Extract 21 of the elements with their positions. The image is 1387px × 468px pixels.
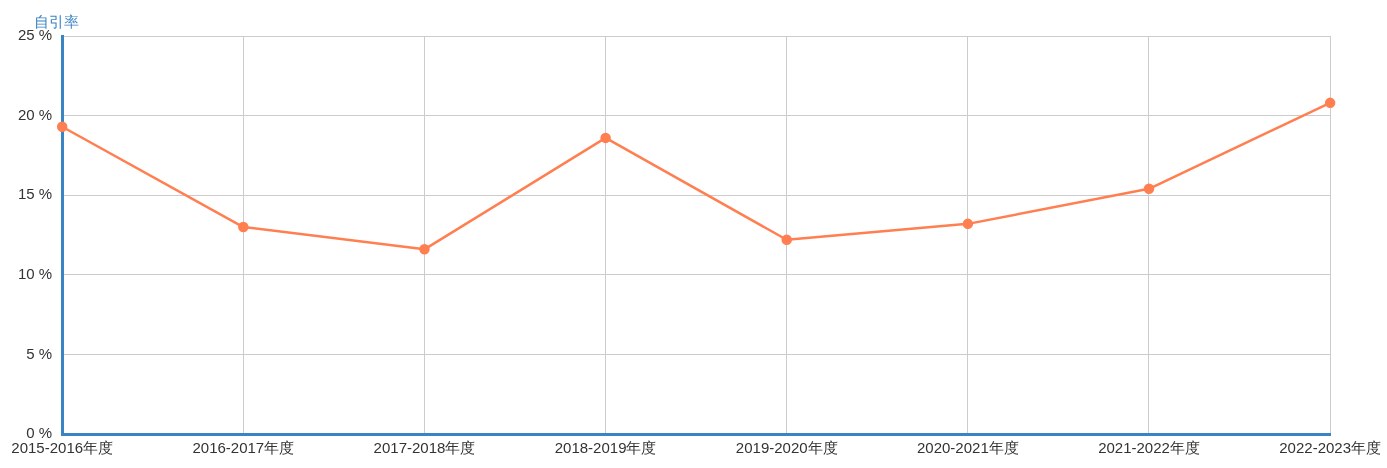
x-tick-label: 2018-2019年度 — [554, 439, 657, 457]
point — [781, 234, 792, 246]
point — [1324, 97, 1336, 109]
x-tick-label: 2021-2022年度 — [1098, 439, 1200, 457]
point — [600, 132, 611, 144]
point — [962, 218, 974, 230]
x-tick-label: 2022-2023年度 — [1279, 439, 1381, 457]
y-tick-label: 10 % — [17, 264, 53, 282]
x-tick-label: 2015-2016年度 — [11, 439, 114, 457]
x-tick-label: 2016-2017年度 — [192, 439, 295, 457]
y-tick-label: 5 % — [26, 344, 53, 362]
y-tick-label: 15 % — [17, 185, 53, 203]
x-tick-label: 2017-2018年度 — [373, 439, 476, 457]
y-tick-label: 20 % — [17, 105, 53, 123]
x-tick-label: 2019-2020年度 — [735, 439, 838, 457]
point — [419, 244, 430, 255]
x-tick-label: 2020-2021年度 — [917, 439, 1019, 457]
point — [1143, 183, 1155, 195]
point — [56, 121, 68, 132]
y-tick-label: 0 % — [26, 424, 53, 442]
point — [238, 221, 249, 233]
